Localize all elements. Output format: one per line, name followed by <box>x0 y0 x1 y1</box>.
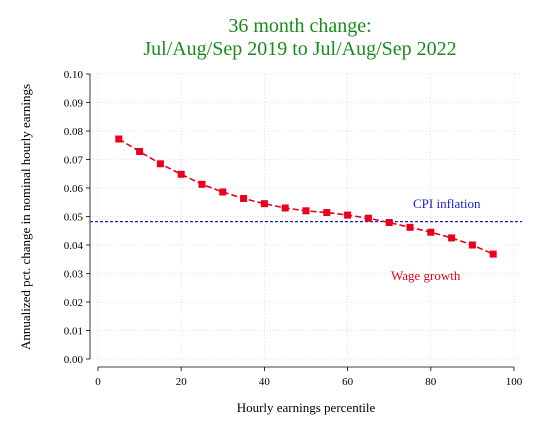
x-tick-label: 40 <box>259 376 271 388</box>
y-tick-label: 0.04 <box>64 240 84 252</box>
wage-growth-point <box>302 207 310 215</box>
y-tick-label: 0.01 <box>64 326 83 338</box>
wage-growth-point <box>260 200 268 208</box>
wage-growth-point <box>323 209 331 216</box>
wage-growth-point <box>219 188 227 196</box>
annotation-wage-growth: Wage growth <box>391 268 461 283</box>
y-tick-label: 0.09 <box>64 98 84 110</box>
wage-growth-point <box>177 170 185 178</box>
series <box>115 135 497 258</box>
chart-title-line-1: 36 month change: <box>228 15 371 37</box>
x-tick-label: 60 <box>342 376 354 388</box>
wage-growth-point <box>344 211 352 219</box>
wage-growth-point <box>448 234 456 242</box>
wage-growth-point <box>156 160 164 168</box>
y-tick-label: 0.00 <box>64 354 84 366</box>
wage-growth-point <box>427 228 435 236</box>
wage-growth-point <box>406 223 414 231</box>
wage-growth-point <box>240 195 248 202</box>
x-tick-label: 100 <box>506 376 523 388</box>
y-axis-label: Annualized pct. change in nominal hourly… <box>18 84 33 350</box>
y-tick-label: 0.10 <box>64 69 84 81</box>
y-tick-label: 0.06 <box>64 183 84 195</box>
gridlines <box>90 73 522 360</box>
x-tick-label: 20 <box>176 376 188 388</box>
x-tick-label: 0 <box>95 376 101 388</box>
wage-growth-point <box>136 148 144 155</box>
chart-title-line-2: Jul/Aug/Sep 2019 to Jul/Aug/Sep 2022 <box>143 38 456 60</box>
axes: 0.00 0.01 0.02 0.03 0.04 0.05 0.06 0.07 0.08 0.09… <box>64 69 523 388</box>
x-tick-label: 80 <box>425 376 437 388</box>
wage-growth-point <box>468 241 476 249</box>
annotation-cpi-inflation: CPI inflation <box>413 196 481 211</box>
y-tick-label: 0.05 <box>64 212 84 224</box>
y-tick-label: 0.02 <box>64 297 83 309</box>
wage-growth-point <box>364 214 372 222</box>
wage-growth-point <box>198 180 206 188</box>
wage-growth-point <box>489 250 497 258</box>
x-axis-label: Hourly earnings percentile <box>237 400 376 415</box>
y-tick-label: 0.07 <box>64 155 84 167</box>
wage-growth-point <box>281 204 289 212</box>
y-tick-label: 0.03 <box>64 269 84 281</box>
y-tick-label: 0.08 <box>64 126 84 138</box>
wage-growth-point <box>385 219 393 226</box>
wage-growth-point <box>115 135 123 143</box>
